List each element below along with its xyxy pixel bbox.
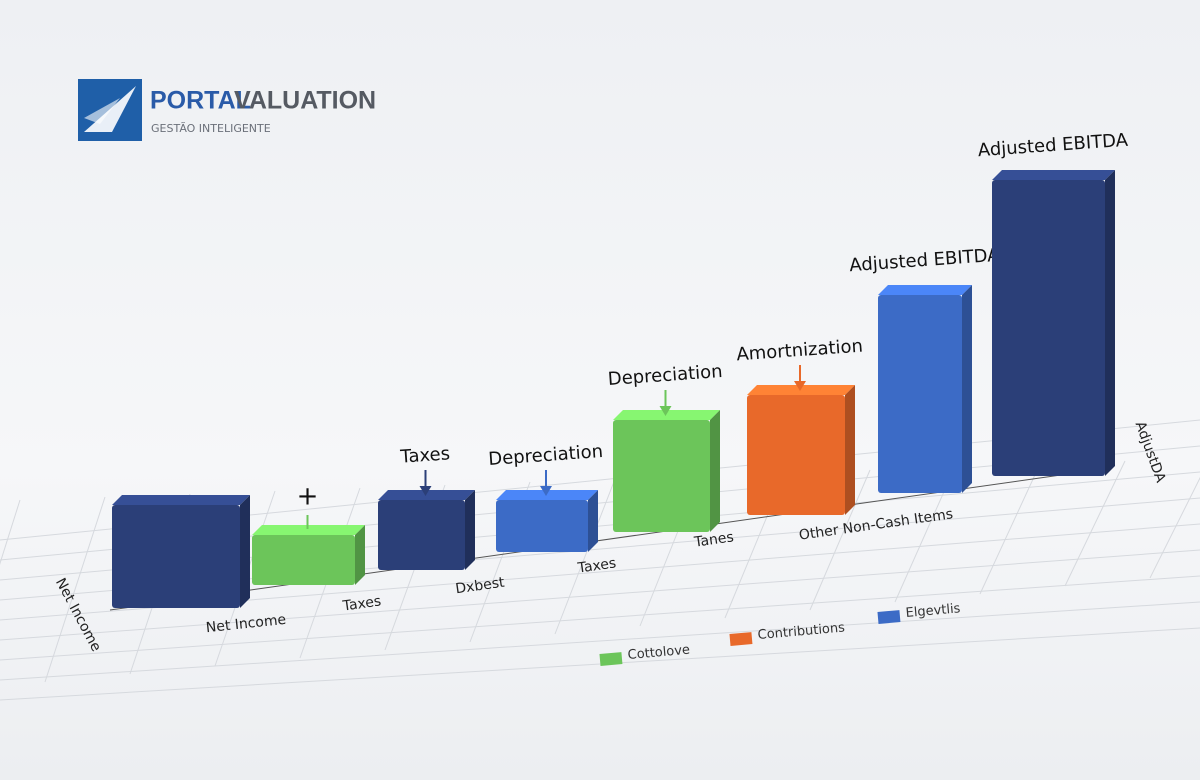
annotation-arrowhead <box>419 486 432 496</box>
bar-side <box>355 525 365 585</box>
bar-side <box>1105 170 1115 476</box>
bar <box>613 420 710 532</box>
legend-swatch <box>877 610 901 624</box>
bar-annotation: Taxes <box>399 443 451 467</box>
floor-line <box>0 575 1200 661</box>
legend-label: Elgevtlis <box>905 601 961 621</box>
bar-top <box>992 170 1115 180</box>
bar-top <box>112 495 250 505</box>
bar-side <box>465 490 475 570</box>
bar-top <box>252 525 365 535</box>
logo-name: PORTAL <box>150 87 251 115</box>
floor-line <box>979 463 1041 595</box>
bar-side <box>845 385 855 515</box>
floor-line <box>0 601 1200 681</box>
annotation-arrowhead <box>540 486 552 496</box>
bar <box>112 505 240 608</box>
floor-line <box>554 478 616 635</box>
floor-line <box>1064 460 1126 587</box>
bar <box>878 295 962 493</box>
legend-swatch <box>729 632 753 646</box>
floor-line <box>44 496 106 683</box>
bar-top <box>496 490 598 500</box>
logo-name: VALUATION <box>234 87 376 115</box>
logo-shape <box>84 98 120 124</box>
bar-side <box>240 495 250 608</box>
bar-side <box>962 285 972 493</box>
bar-top <box>878 285 972 295</box>
floor-label: Taxes <box>341 593 382 614</box>
bar-annotation: + <box>297 482 319 512</box>
legend-label: Cottolove <box>627 643 691 663</box>
annotation-arrowhead <box>794 381 806 391</box>
floor-line <box>0 499 21 565</box>
floor-label: Taxes <box>576 555 617 576</box>
bar <box>747 395 845 515</box>
bar-top <box>378 490 475 500</box>
floor-label: Tanes <box>692 529 734 550</box>
logo-tagline: GESTÃO INTELIGENTE <box>151 122 271 135</box>
logo: PORTAL VALUATION GESTÃO INTELIGENTE <box>78 79 376 141</box>
bar-top <box>613 410 720 420</box>
bar <box>496 500 588 552</box>
bar <box>252 535 355 585</box>
legend-swatch <box>599 652 623 666</box>
bar <box>378 500 465 570</box>
bar-side <box>710 410 720 532</box>
floor-line <box>0 549 1200 641</box>
bar-top <box>747 385 855 395</box>
annotation-arrowhead <box>659 406 672 416</box>
floor-line <box>1149 476 1200 579</box>
floor-label: Dxbest <box>454 575 506 598</box>
bar <box>992 180 1105 476</box>
floor-line <box>809 469 871 611</box>
floor-line <box>0 627 1200 701</box>
bar-side <box>588 490 598 552</box>
